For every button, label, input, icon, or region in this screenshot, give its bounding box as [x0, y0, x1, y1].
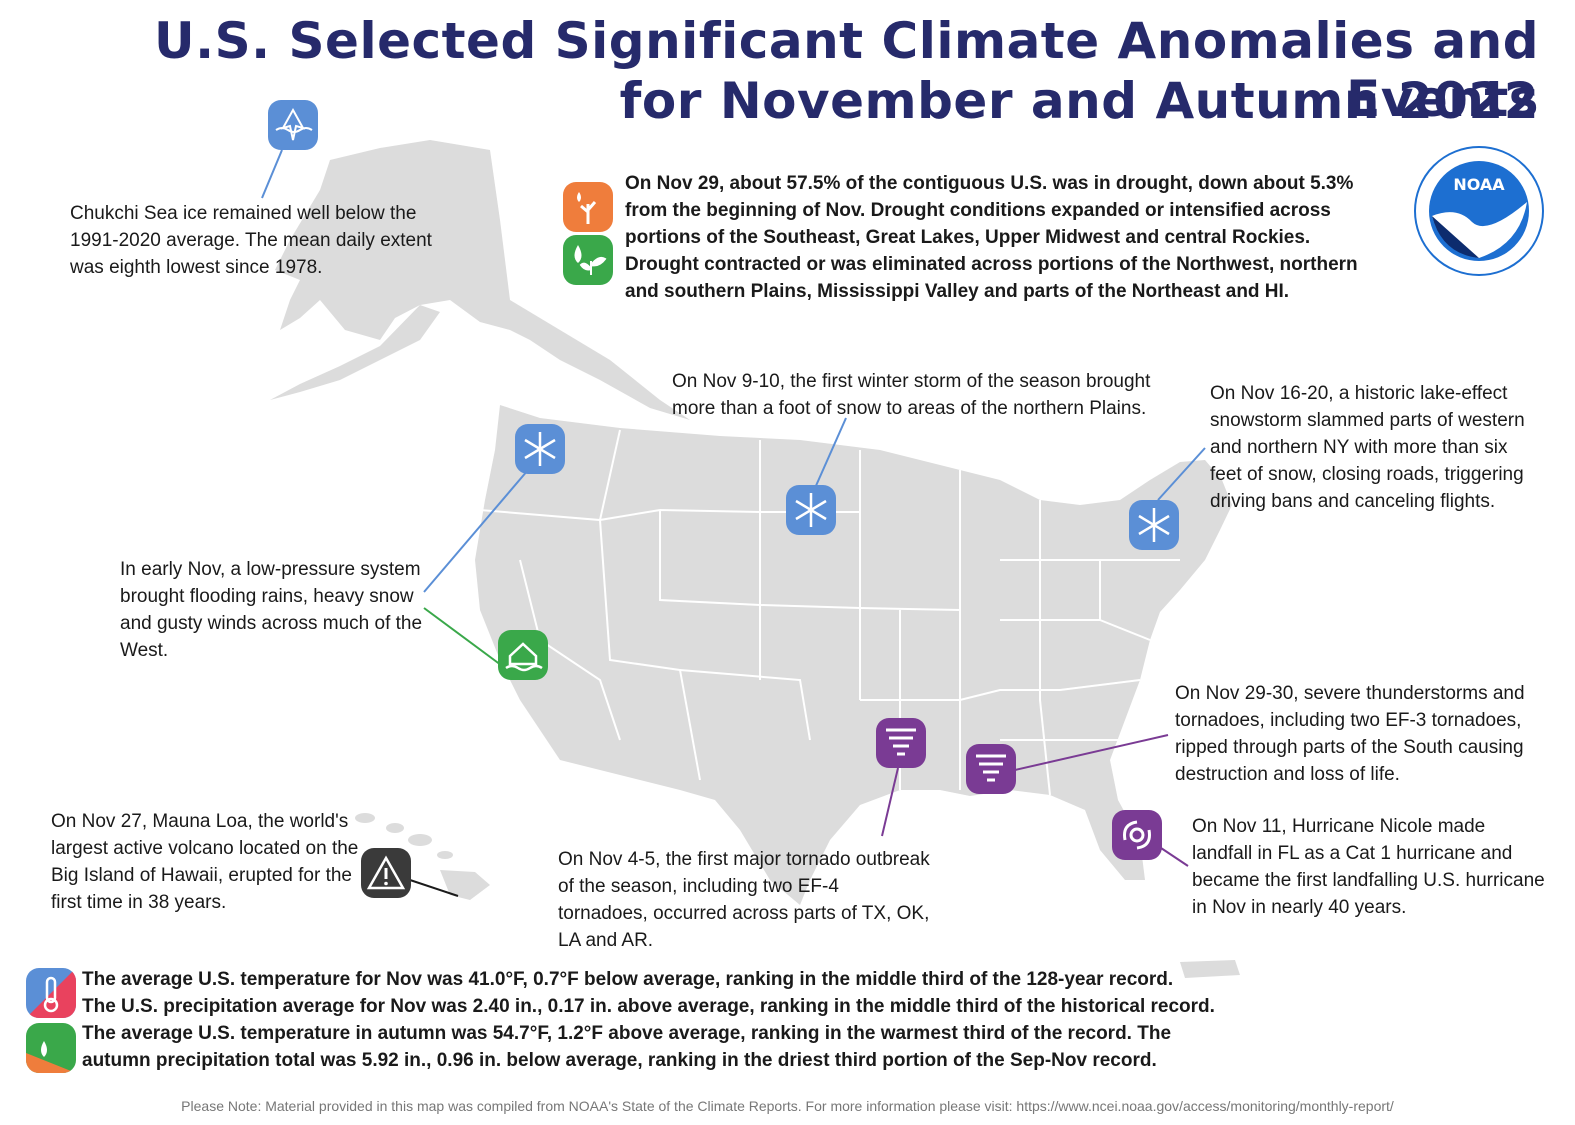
noaa-logo-text: NOAA	[1453, 175, 1505, 194]
thermometer-icon	[26, 968, 76, 1018]
winter-storm-note: On Nov 9-10, the first winter storm of t…	[672, 371, 1151, 419]
tornado-outbreak-note: On Nov 4-5, the first major tornado outb…	[558, 849, 930, 951]
hawaii-islands	[355, 813, 490, 900]
alaska-peninsula	[270, 305, 440, 400]
summary-autumn-precipitation: autumn precipitation total was 5.92 in.,…	[82, 1050, 1157, 1071]
state-borders	[479, 429, 1180, 796]
west-storm-note: In early Nov, a low-pressure system brou…	[120, 559, 423, 661]
tornado-icon-plains	[876, 718, 926, 768]
summary-nov-temperature: The average U.S. temperature for Nov was…	[82, 969, 1174, 990]
volcano-warning-icon	[361, 848, 411, 898]
sea-ice-icon	[268, 100, 318, 150]
alaska-landmass	[275, 140, 690, 420]
snowflake-icon-ny	[1129, 500, 1179, 550]
flood-icon	[498, 630, 548, 680]
leader-line-west-flood	[423, 607, 506, 669]
precipitation-icon	[26, 1023, 76, 1073]
summary-autumn-temperature: The average U.S. temperature in autumn w…	[82, 1023, 1172, 1044]
hurricane-icon	[1112, 810, 1162, 860]
tornado-icon-south	[966, 744, 1016, 794]
title-line-2: for November and Autumn 2022	[619, 72, 1539, 130]
footer-note: Please Note: Material provided in this m…	[181, 1098, 1394, 1114]
contiguous-us-landmass	[475, 405, 1232, 905]
wet-conditions-icon	[563, 235, 613, 285]
leader-line-chukchi	[261, 149, 283, 199]
mauna-loa-note: On Nov 27, Mauna Loa, the world's larges…	[51, 811, 359, 913]
leader-line-south-tornado	[1014, 734, 1169, 771]
hurricane-nicole-note: On Nov 11, Hurricane Nicole made landfal…	[1192, 816, 1545, 918]
leader-line-plains-snow	[814, 417, 847, 489]
drought-note: On Nov 29, about 57.5% of the contiguous…	[625, 173, 1358, 302]
title-line-1: U.S. Selected Significant Climate Anomal…	[154, 12, 1539, 128]
lake-effect-snowstorm-note: On Nov 16-20, a historic lake-effect sno…	[1210, 383, 1525, 512]
leader-line-nicole	[1157, 845, 1189, 867]
chukchi-sea-ice-note: Chukchi Sea ice remained well below the …	[70, 203, 432, 278]
leader-line-volcano	[409, 879, 459, 897]
puerto-rico-landmass	[1180, 960, 1240, 978]
leader-line-tornado-outbreak	[881, 767, 899, 837]
leader-line-west-snow	[423, 469, 529, 593]
leader-line-ny-snow	[1157, 447, 1206, 501]
south-tornado-note: On Nov 29-30, severe thunderstorms and t…	[1175, 683, 1525, 785]
summary-nov-precipitation: The U.S. precipitation average for Nov w…	[82, 996, 1215, 1017]
drought-icon	[563, 182, 613, 232]
noaa-logo: NOAA	[1412, 144, 1547, 279]
snowflake-icon-west	[515, 424, 565, 474]
snowflake-icon-plains	[786, 485, 836, 535]
